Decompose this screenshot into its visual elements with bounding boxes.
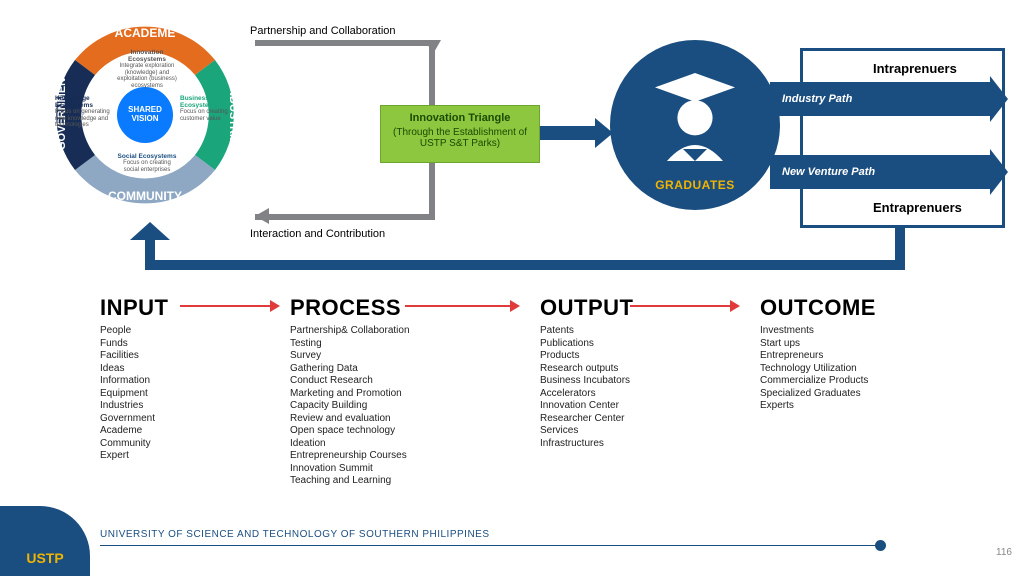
eco-knowledge: Knowledge EcosystemsFocus on generating … <box>55 95 115 129</box>
list-item: Entrepreneurs <box>760 350 960 363</box>
gray-arrow-down <box>425 40 441 54</box>
list-item: Marketing and Promotion <box>290 388 500 401</box>
list-item: Expert <box>100 450 250 463</box>
list-item: Products <box>540 350 720 363</box>
ecosystem-circle: ACADEME COMMUNITY GOVERNMENT INDUSTRIES … <box>35 5 255 225</box>
list-item: Specialized Graduates <box>760 388 960 401</box>
list-item: Academe <box>100 425 250 438</box>
shared-vision: SHARED VISION <box>117 87 173 143</box>
column-process: PROCESS Partnership& CollaborationTesting… <box>290 295 500 488</box>
label-interaction: Interaction and Contribution <box>250 228 385 240</box>
list-output: PatentsPublicationsProductsResearch outp… <box>540 325 720 450</box>
list-process: Partnership& CollaborationTestingSurveyG… <box>290 325 500 488</box>
list-item: Technology Utilization <box>760 363 960 376</box>
list-outcome: InvestmentsStart upsEntrepreneursTechnol… <box>760 325 960 413</box>
list-item: Information <box>100 375 250 388</box>
list-input: PeopleFundsFacilitiesIdeasInformationEqu… <box>100 325 250 463</box>
list-item: Accelerators <box>540 388 720 401</box>
entrapreneurs-label: Entraprenuers <box>873 200 962 215</box>
page-number: 116 <box>996 547 1012 558</box>
list-item: Open space technology <box>290 425 500 438</box>
list-item: Commercialize Products <box>760 375 960 388</box>
list-item: Gathering Data <box>290 363 500 376</box>
paths-box: Intraprenuers Entraprenuers <box>800 48 1005 228</box>
list-item: Funds <box>100 338 250 351</box>
graduate-icon <box>655 72 735 162</box>
list-item: Capacity Building <box>290 400 500 413</box>
list-item: Services <box>540 425 720 438</box>
list-item: Facilities <box>100 350 250 363</box>
graduates-label: GRADUATES <box>650 178 740 192</box>
column-outcome: OUTCOME InvestmentsStart upsEntrepreneurs… <box>760 295 960 413</box>
arrow-to-grad <box>540 126 595 140</box>
label-partnership: Partnership and Collaboration <box>250 25 396 37</box>
list-item: Teaching and Learning <box>290 475 500 488</box>
footer-line <box>100 545 880 546</box>
column-input: INPUT PeopleFundsFacilitiesIdeasInformati… <box>100 295 250 463</box>
list-item: Entrepreneurship Courses <box>290 450 500 463</box>
ustp-logo: USTP <box>0 506 90 576</box>
list-item: Innovation Center <box>540 400 720 413</box>
heading-outcome: OUTCOME <box>760 295 960 321</box>
eco-innovation: Innovation EcosystemsIntegrate explorati… <box>117 49 177 90</box>
list-item: Researcher Center <box>540 413 720 426</box>
column-output: OUTPUTPatentsPublicationsProductsResearc… <box>540 295 720 450</box>
innovation-triangle-box: Innovation Triangle (Through the Establi… <box>380 105 540 163</box>
list-item: Testing <box>290 338 500 351</box>
list-item: Publications <box>540 338 720 351</box>
feedback-h <box>145 260 905 270</box>
list-item: Innovation Summit <box>290 463 500 476</box>
gray-arrow-left <box>255 208 269 224</box>
list-item: Business Incubators <box>540 375 720 388</box>
list-item: Partnership& Collaboration <box>290 325 500 338</box>
list-item: Equipment <box>100 388 250 401</box>
eco-business: Business EcosystemsFocus on creating cus… <box>180 95 240 122</box>
list-item: Experts <box>760 400 960 413</box>
list-item: Conduct Research <box>290 375 500 388</box>
list-item: Government <box>100 413 250 426</box>
industry-path-arrow: Industry Path <box>770 82 990 116</box>
footer-org: UNIVERSITY OF SCIENCE AND TECHNOLOGY OF … <box>100 529 490 540</box>
red-arrow <box>180 305 270 307</box>
feedback-arrowhead <box>130 222 170 240</box>
sector-academe: ACADEME <box>115 26 176 40</box>
list-item: Ideas <box>100 363 250 376</box>
intrapreneurs-label: Intraprenuers <box>873 61 957 76</box>
top-diagram: ACADEME COMMUNITY GOVERNMENT INDUSTRIES … <box>0 0 1024 270</box>
list-item: People <box>100 325 250 338</box>
heading-output: OUTPUT <box>540 295 720 321</box>
eco-social: Social EcosystemsFocus on creating socia… <box>117 153 177 173</box>
venture-path-arrow: New Venture Path <box>770 155 990 189</box>
red-arrow <box>405 305 510 307</box>
list-item: Infrastructures <box>540 438 720 451</box>
list-item: Review and evaluation <box>290 413 500 426</box>
red-arrow <box>630 305 730 307</box>
list-item: Industries <box>100 400 250 413</box>
heading-process: PROCESS <box>290 295 500 321</box>
list-item: Survey <box>290 350 500 363</box>
list-item: Patents <box>540 325 720 338</box>
list-item: Research outputs <box>540 363 720 376</box>
feedback-v2 <box>145 240 155 270</box>
sector-community: COMMUNITY <box>108 189 182 203</box>
list-item: Ideation <box>290 438 500 451</box>
list-item: Start ups <box>760 338 960 351</box>
list-item: Investments <box>760 325 960 338</box>
heading-input: INPUT <box>100 295 250 321</box>
list-item: Community <box>100 438 250 451</box>
